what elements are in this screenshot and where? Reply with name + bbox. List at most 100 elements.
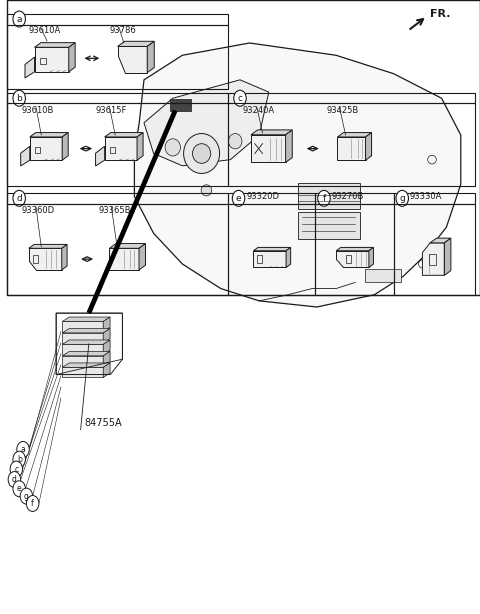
- Polygon shape: [30, 133, 68, 137]
- Polygon shape: [25, 57, 35, 78]
- Ellipse shape: [183, 134, 220, 173]
- Bar: [7, 14, 228, 25]
- Polygon shape: [35, 42, 75, 47]
- Polygon shape: [96, 146, 105, 166]
- Polygon shape: [251, 130, 292, 135]
- Polygon shape: [103, 317, 110, 332]
- Text: 93786: 93786: [109, 26, 136, 36]
- Text: 84755A: 84755A: [84, 418, 121, 428]
- Bar: [298, 183, 360, 209]
- Polygon shape: [62, 344, 103, 354]
- Text: d: d: [16, 194, 22, 203]
- Polygon shape: [253, 247, 291, 251]
- Polygon shape: [286, 247, 291, 268]
- Bar: [394, 204, 475, 295]
- Polygon shape: [118, 47, 147, 72]
- Polygon shape: [105, 137, 137, 160]
- Bar: [365, 269, 401, 282]
- Polygon shape: [62, 356, 103, 366]
- Bar: [228, 193, 315, 204]
- Polygon shape: [109, 248, 139, 270]
- Polygon shape: [134, 43, 461, 307]
- Polygon shape: [29, 244, 67, 248]
- Circle shape: [13, 90, 25, 106]
- Polygon shape: [337, 133, 372, 137]
- Text: g: g: [24, 492, 29, 500]
- Polygon shape: [21, 146, 30, 166]
- Polygon shape: [62, 367, 103, 378]
- Bar: [228, 204, 315, 295]
- Polygon shape: [62, 244, 67, 270]
- Text: g: g: [399, 194, 405, 203]
- Text: 93615F: 93615F: [96, 106, 127, 115]
- Bar: [110, 147, 115, 152]
- Bar: [394, 193, 475, 204]
- Bar: [7, 193, 228, 204]
- Text: f: f: [31, 499, 34, 508]
- Polygon shape: [137, 133, 143, 160]
- Text: 93360D: 93360D: [22, 206, 55, 215]
- Polygon shape: [147, 41, 154, 72]
- Bar: [298, 212, 360, 239]
- Text: 93240A: 93240A: [242, 106, 275, 115]
- Circle shape: [10, 461, 23, 477]
- Bar: [429, 254, 435, 265]
- Polygon shape: [336, 251, 369, 268]
- Circle shape: [13, 481, 25, 497]
- Polygon shape: [103, 340, 110, 354]
- Circle shape: [8, 472, 21, 488]
- Circle shape: [20, 488, 33, 504]
- Circle shape: [13, 190, 25, 206]
- Polygon shape: [369, 247, 373, 268]
- Polygon shape: [30, 137, 62, 160]
- Polygon shape: [62, 317, 110, 321]
- Bar: [35, 147, 40, 152]
- Polygon shape: [103, 351, 110, 366]
- Text: 93270B: 93270B: [332, 192, 364, 201]
- Circle shape: [232, 190, 245, 206]
- Bar: [228, 103, 475, 186]
- Text: a: a: [16, 15, 22, 23]
- Polygon shape: [105, 133, 143, 137]
- Text: FR.: FR.: [430, 9, 450, 19]
- Polygon shape: [139, 244, 145, 270]
- Polygon shape: [62, 133, 68, 160]
- Polygon shape: [29, 248, 62, 270]
- Circle shape: [13, 11, 25, 27]
- Bar: [7, 0, 480, 295]
- Polygon shape: [62, 363, 110, 367]
- Bar: [7, 103, 228, 186]
- Polygon shape: [144, 80, 269, 166]
- Text: a: a: [21, 445, 25, 454]
- Polygon shape: [103, 328, 110, 343]
- Polygon shape: [62, 328, 110, 333]
- Bar: [228, 93, 475, 103]
- Bar: [7, 25, 228, 89]
- Text: c: c: [14, 465, 18, 473]
- Bar: [315, 204, 394, 295]
- Polygon shape: [103, 363, 110, 378]
- Polygon shape: [251, 135, 286, 162]
- Circle shape: [17, 441, 29, 457]
- Text: d: d: [12, 475, 17, 484]
- Ellipse shape: [192, 144, 211, 163]
- Text: e: e: [236, 194, 241, 203]
- Circle shape: [318, 190, 330, 206]
- Polygon shape: [444, 238, 451, 275]
- Polygon shape: [35, 47, 69, 72]
- Bar: [7, 93, 228, 103]
- Circle shape: [234, 90, 246, 106]
- Polygon shape: [422, 243, 444, 275]
- Polygon shape: [69, 42, 75, 72]
- Bar: [7, 204, 228, 295]
- Bar: [33, 255, 38, 263]
- Text: e: e: [17, 484, 22, 493]
- Polygon shape: [430, 238, 451, 243]
- Text: 93610A: 93610A: [29, 26, 61, 36]
- Text: 93425B: 93425B: [326, 106, 359, 115]
- Polygon shape: [337, 137, 366, 160]
- Polygon shape: [62, 340, 110, 344]
- Ellipse shape: [228, 133, 242, 149]
- Polygon shape: [109, 244, 145, 248]
- Bar: [346, 255, 351, 263]
